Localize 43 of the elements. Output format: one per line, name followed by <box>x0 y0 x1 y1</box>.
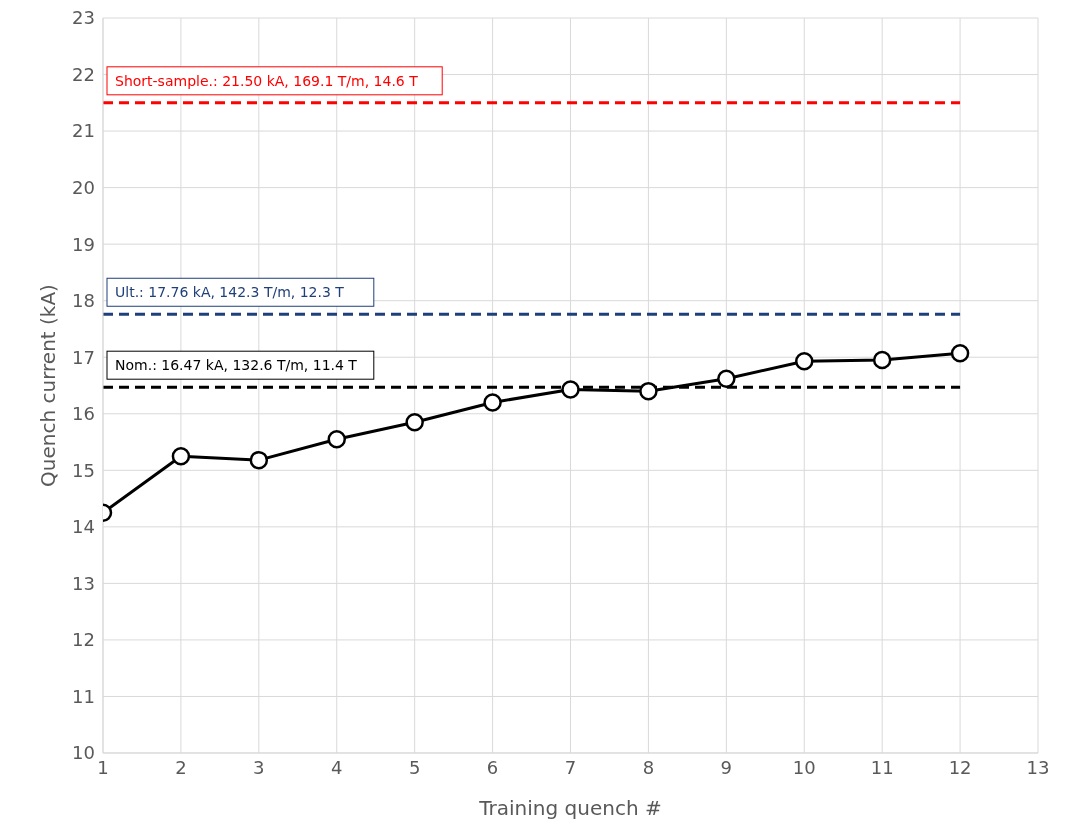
ref-line-label: Short-sample.: 21.50 kA, 169.1 T/m, 14.6 T <box>115 72 419 89</box>
point <box>249 450 269 470</box>
y-tick-label: 17 <box>72 346 95 368</box>
y-tick-label: 23 <box>72 7 95 29</box>
point <box>950 344 970 363</box>
x-tick-label: 12 <box>948 756 972 778</box>
ref-line-label: Ult.: 17.76 kA, 142.3 T/m, 12.3 T <box>115 284 345 301</box>
x-tick-label: 13 <box>1026 756 1050 778</box>
y-tick-label: 19 <box>72 233 95 255</box>
y-tick-label: 14 <box>72 516 95 538</box>
point <box>483 393 502 412</box>
y-tick-label: 20 <box>72 177 95 199</box>
y-tick-label: 10 <box>72 742 95 764</box>
point <box>639 381 658 401</box>
point <box>171 446 191 466</box>
point <box>872 350 892 370</box>
y-tick-label: 11 <box>72 685 95 707</box>
x-tick-label: 7 <box>564 756 577 778</box>
y-tick-label: 16 <box>72 403 95 425</box>
point <box>561 380 580 399</box>
x-tick-label: 1 <box>97 756 109 778</box>
y-axis-title: Quench current (kA) <box>36 284 61 487</box>
x-tick-label: 6 <box>486 756 499 778</box>
x-tick-label: 3 <box>253 756 265 778</box>
ref-line-label: Nom.: 16.47 kA, 132.6 T/m, 11.4 T <box>115 357 358 374</box>
x-axis-title: Training quench # <box>478 796 662 821</box>
y-tick-label: 13 <box>72 572 95 594</box>
y-tick-label: 21 <box>72 120 95 142</box>
y-tick-label: 15 <box>72 459 95 481</box>
point <box>717 369 736 388</box>
x-tick-label: 4 <box>331 756 343 778</box>
point <box>327 429 346 449</box>
x-tick-label: 9 <box>720 756 733 778</box>
x-tick-label: 8 <box>642 756 655 778</box>
point <box>405 413 424 432</box>
x-tick-label: 5 <box>408 756 421 778</box>
y-tick-label: 22 <box>72 63 95 85</box>
point <box>795 351 814 371</box>
x-tick-label: 11 <box>870 756 894 778</box>
x-tick-label: 2 <box>175 756 187 778</box>
x-tick-label: 10 <box>792 756 816 778</box>
y-tick-label: 18 <box>72 290 95 312</box>
y-tick-label: 12 <box>72 629 95 651</box>
